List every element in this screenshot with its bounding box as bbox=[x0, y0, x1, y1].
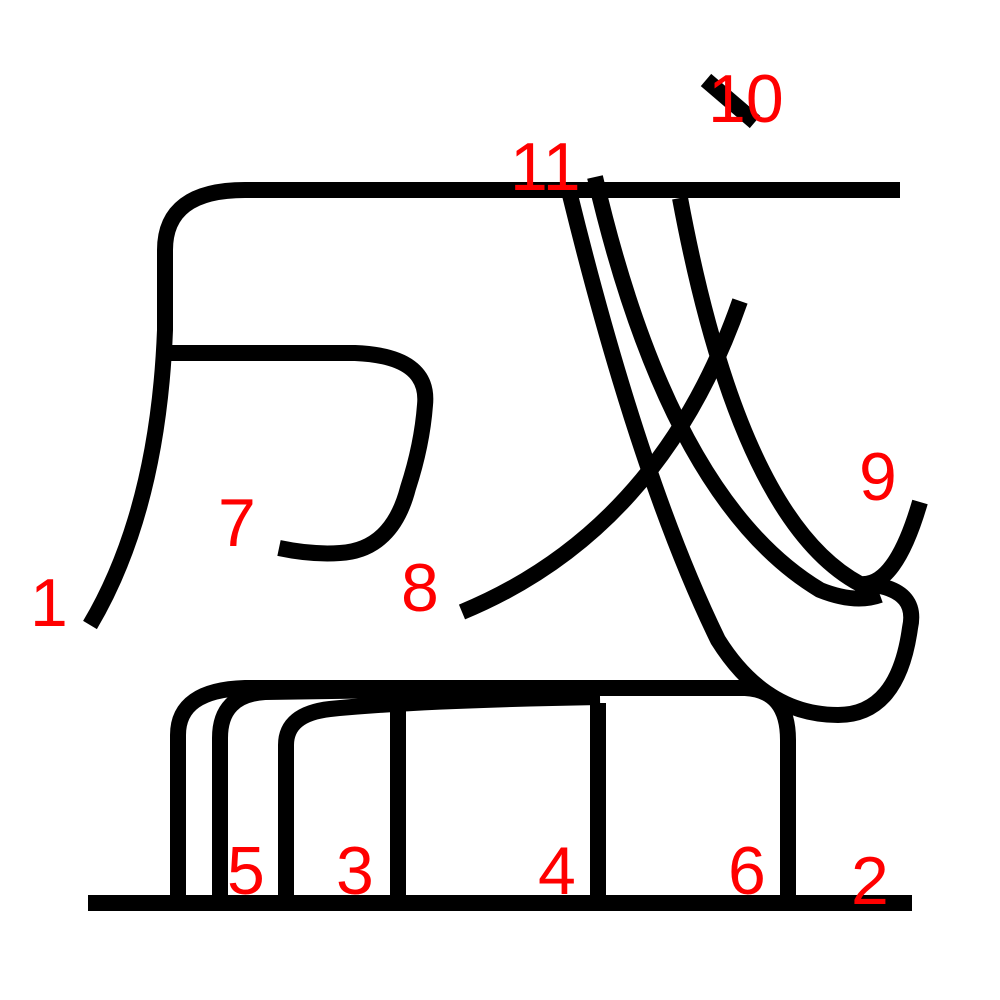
stroke-label-9: 9 bbox=[859, 439, 897, 515]
stroke-10 bbox=[700, 73, 761, 129]
stroke-label-2: 2 bbox=[851, 843, 889, 919]
stroke-label-1: 1 bbox=[30, 565, 68, 641]
stroke-label-7: 7 bbox=[218, 485, 256, 561]
stroke-label-4: 4 bbox=[538, 833, 576, 909]
stroke-5 bbox=[170, 680, 796, 898]
stroke-label-11: 11 bbox=[510, 129, 581, 205]
stroke-11a bbox=[562, 193, 920, 723]
stroke-6 bbox=[212, 682, 396, 898]
stroke-11b bbox=[587, 175, 883, 607]
stroke-label-5: 5 bbox=[227, 833, 265, 909]
stroke-label-10: 10 bbox=[708, 61, 784, 137]
stroke-1 bbox=[83, 182, 900, 630]
stroke-6b bbox=[278, 689, 601, 898]
stroke-label-3: 3 bbox=[336, 833, 374, 909]
stroke-9 bbox=[672, 196, 928, 593]
stroke-7 bbox=[170, 345, 434, 562]
stroke-label-6: 6 bbox=[728, 833, 766, 909]
stroke-label-8: 8 bbox=[401, 550, 439, 626]
